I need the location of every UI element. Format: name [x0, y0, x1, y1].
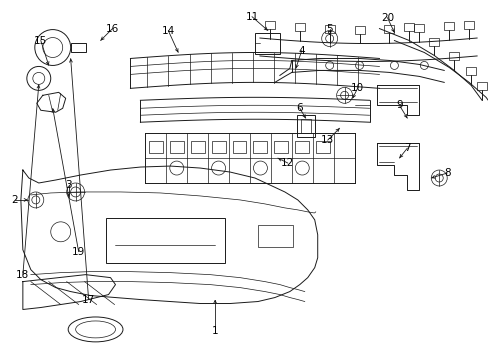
Text: 17: 17 — [82, 294, 95, 305]
Bar — [463, 21, 473, 28]
Bar — [300, 119, 310, 133]
Bar — [443, 22, 453, 30]
Bar — [465, 67, 475, 75]
Text: 10: 10 — [350, 84, 364, 93]
Bar — [264, 21, 274, 29]
Bar — [253, 141, 267, 153]
Text: 19: 19 — [72, 247, 85, 257]
Text: 9: 9 — [395, 100, 402, 110]
Text: 12: 12 — [281, 158, 294, 168]
Text: 5: 5 — [325, 24, 332, 33]
Bar — [476, 82, 486, 90]
Bar — [354, 26, 364, 33]
Text: 2: 2 — [12, 195, 18, 205]
Bar — [254, 32, 279, 54]
Text: 15: 15 — [34, 36, 47, 46]
Bar — [105, 218, 224, 263]
Text: 13: 13 — [321, 135, 334, 145]
Text: 16: 16 — [106, 24, 119, 33]
Bar — [296, 115, 314, 137]
Bar — [316, 141, 329, 153]
Bar — [274, 141, 288, 153]
Bar — [232, 141, 246, 153]
Bar — [413, 24, 424, 32]
Text: 18: 18 — [16, 270, 29, 280]
Text: 6: 6 — [296, 103, 303, 113]
Text: 1: 1 — [211, 327, 218, 336]
Bar — [428, 37, 438, 45]
Bar — [324, 25, 334, 33]
Text: 7: 7 — [403, 143, 410, 153]
Bar — [148, 141, 163, 153]
Bar — [211, 141, 225, 153]
Bar — [295, 141, 308, 153]
Text: 20: 20 — [380, 13, 393, 23]
Bar — [169, 141, 183, 153]
Bar — [294, 23, 304, 31]
Bar — [190, 141, 204, 153]
Text: 11: 11 — [245, 12, 258, 22]
Bar — [71, 42, 85, 53]
Bar — [258, 225, 292, 247]
Bar — [404, 23, 413, 31]
Text: 3: 3 — [65, 180, 72, 190]
Text: 14: 14 — [162, 26, 175, 36]
Bar — [384, 26, 394, 33]
Text: 8: 8 — [443, 168, 449, 178]
Text: 4: 4 — [298, 45, 305, 55]
Bar — [448, 53, 458, 60]
